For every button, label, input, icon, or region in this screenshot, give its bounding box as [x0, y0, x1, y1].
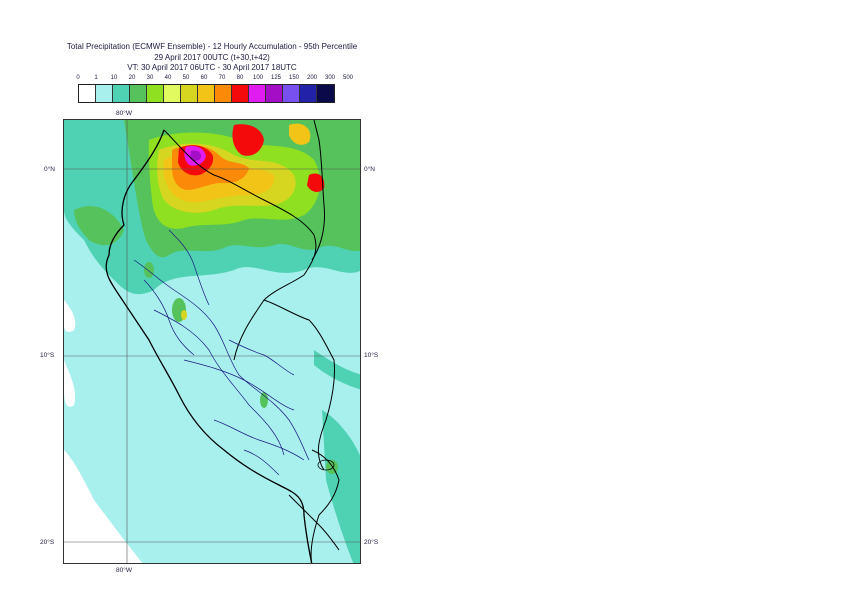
lon-label-bottom: 80°W	[116, 567, 132, 574]
legend-swatch-1	[96, 85, 113, 102]
region-border-1	[133, 259, 310, 461]
legend-swatch-13	[300, 85, 317, 102]
map-svg	[64, 120, 360, 563]
precip-band-80-east	[307, 173, 325, 192]
legend-thresholds: 0 1 10 20 30 40 50 60 70 80 100 125 150 200 300 500	[68, 75, 358, 84]
legend-threshold-3: 20	[128, 75, 136, 81]
precip-band-20-coast-north	[74, 206, 124, 246]
precip-band-125	[190, 150, 202, 161]
legend-threshold-7: 60	[200, 75, 208, 81]
national-border-north	[163, 129, 317, 361]
lat-label-right-0: 0°N	[364, 166, 375, 173]
legend-swatch-4	[147, 85, 164, 102]
lake-outline	[317, 459, 335, 471]
legend-swatch-6	[181, 85, 198, 102]
legend-swatch-8	[215, 85, 232, 102]
precip-band-10-east	[314, 350, 360, 390]
legend-swatch-5	[164, 85, 181, 102]
legend-threshold-4: 30	[146, 75, 154, 81]
precip-spot-inland-4	[260, 392, 268, 408]
national-border-south	[310, 449, 340, 563]
precip-band-60-north	[289, 123, 311, 145]
precip-band-10-southeast	[322, 410, 360, 563]
dry-area-offshore-south	[64, 450, 143, 563]
region-border-7	[243, 449, 280, 476]
legend-threshold-1: 1	[94, 75, 98, 81]
precip-band-80-northeast	[232, 124, 264, 156]
legend-threshold-10: 100	[252, 75, 264, 81]
legend-swatch-2	[113, 85, 130, 102]
legend-swatch-14	[317, 85, 334, 102]
legend-swatch-10	[249, 85, 266, 102]
region-border-2	[153, 309, 285, 456]
legend-swatch-11	[266, 85, 283, 102]
precip-spot-inland-3	[144, 262, 154, 278]
legend-threshold-0: 0	[76, 75, 80, 81]
legend-threshold-5: 40	[164, 75, 172, 81]
legend-threshold-6: 50	[182, 75, 190, 81]
legend-threshold-12: 150	[288, 75, 300, 81]
legend-threshold-13: 200	[306, 75, 318, 81]
legend-swatch-9	[232, 85, 249, 102]
legend-swatch-0	[79, 85, 96, 102]
region-border-8	[168, 229, 210, 306]
lat-label-right-10: 10°S	[364, 352, 379, 359]
dry-area-offshore-edge	[84, 540, 107, 563]
legend-swatch-12	[283, 85, 300, 102]
dry-area-offshore-low	[64, 360, 76, 407]
coastline	[105, 129, 313, 563]
legend-swatch-7	[198, 85, 215, 102]
lat-label-right-20: 20°S	[364, 539, 379, 546]
legend-threshold-11: 125	[270, 75, 282, 81]
national-border-east	[311, 120, 325, 261]
precipitation-map	[63, 119, 361, 564]
national-border-southeast	[263, 299, 335, 471]
legend-threshold-14: 300	[324, 75, 336, 81]
title-line-3: VT: 30 April 2017 06UTC - 30 April 2017 …	[127, 63, 297, 72]
legend-swatch-3	[130, 85, 147, 102]
lat-label-left-0: 0°N	[44, 166, 55, 173]
legend-color-scale	[78, 84, 335, 103]
legend-threshold-2: 10	[110, 75, 118, 81]
chart-titles: Total Precipitation (ECMWF Ensemble) - 1…	[0, 42, 424, 74]
lat-label-left-20: 20°S	[40, 539, 55, 546]
lon-label-top: 80°W	[116, 110, 132, 117]
national-border-chile	[288, 494, 340, 551]
region-border-6	[228, 339, 295, 376]
region-border-4	[213, 419, 305, 461]
region-border-3	[183, 359, 295, 411]
precip-spot-inland-2	[181, 310, 187, 320]
title-line-2: 29 April 2017 00UTC (t+30,t+42)	[154, 52, 270, 62]
region-border-5	[143, 279, 195, 356]
title-line-1: Total Precipitation (ECMWF Ensemble) - 1…	[66, 42, 358, 51]
legend-threshold-8: 70	[218, 75, 226, 81]
dry-area-offshore-mid	[64, 300, 76, 333]
lat-label-left-10: 10°S	[40, 352, 55, 359]
legend-threshold-9: 80	[236, 75, 244, 81]
legend-threshold-15: 500	[342, 75, 354, 81]
